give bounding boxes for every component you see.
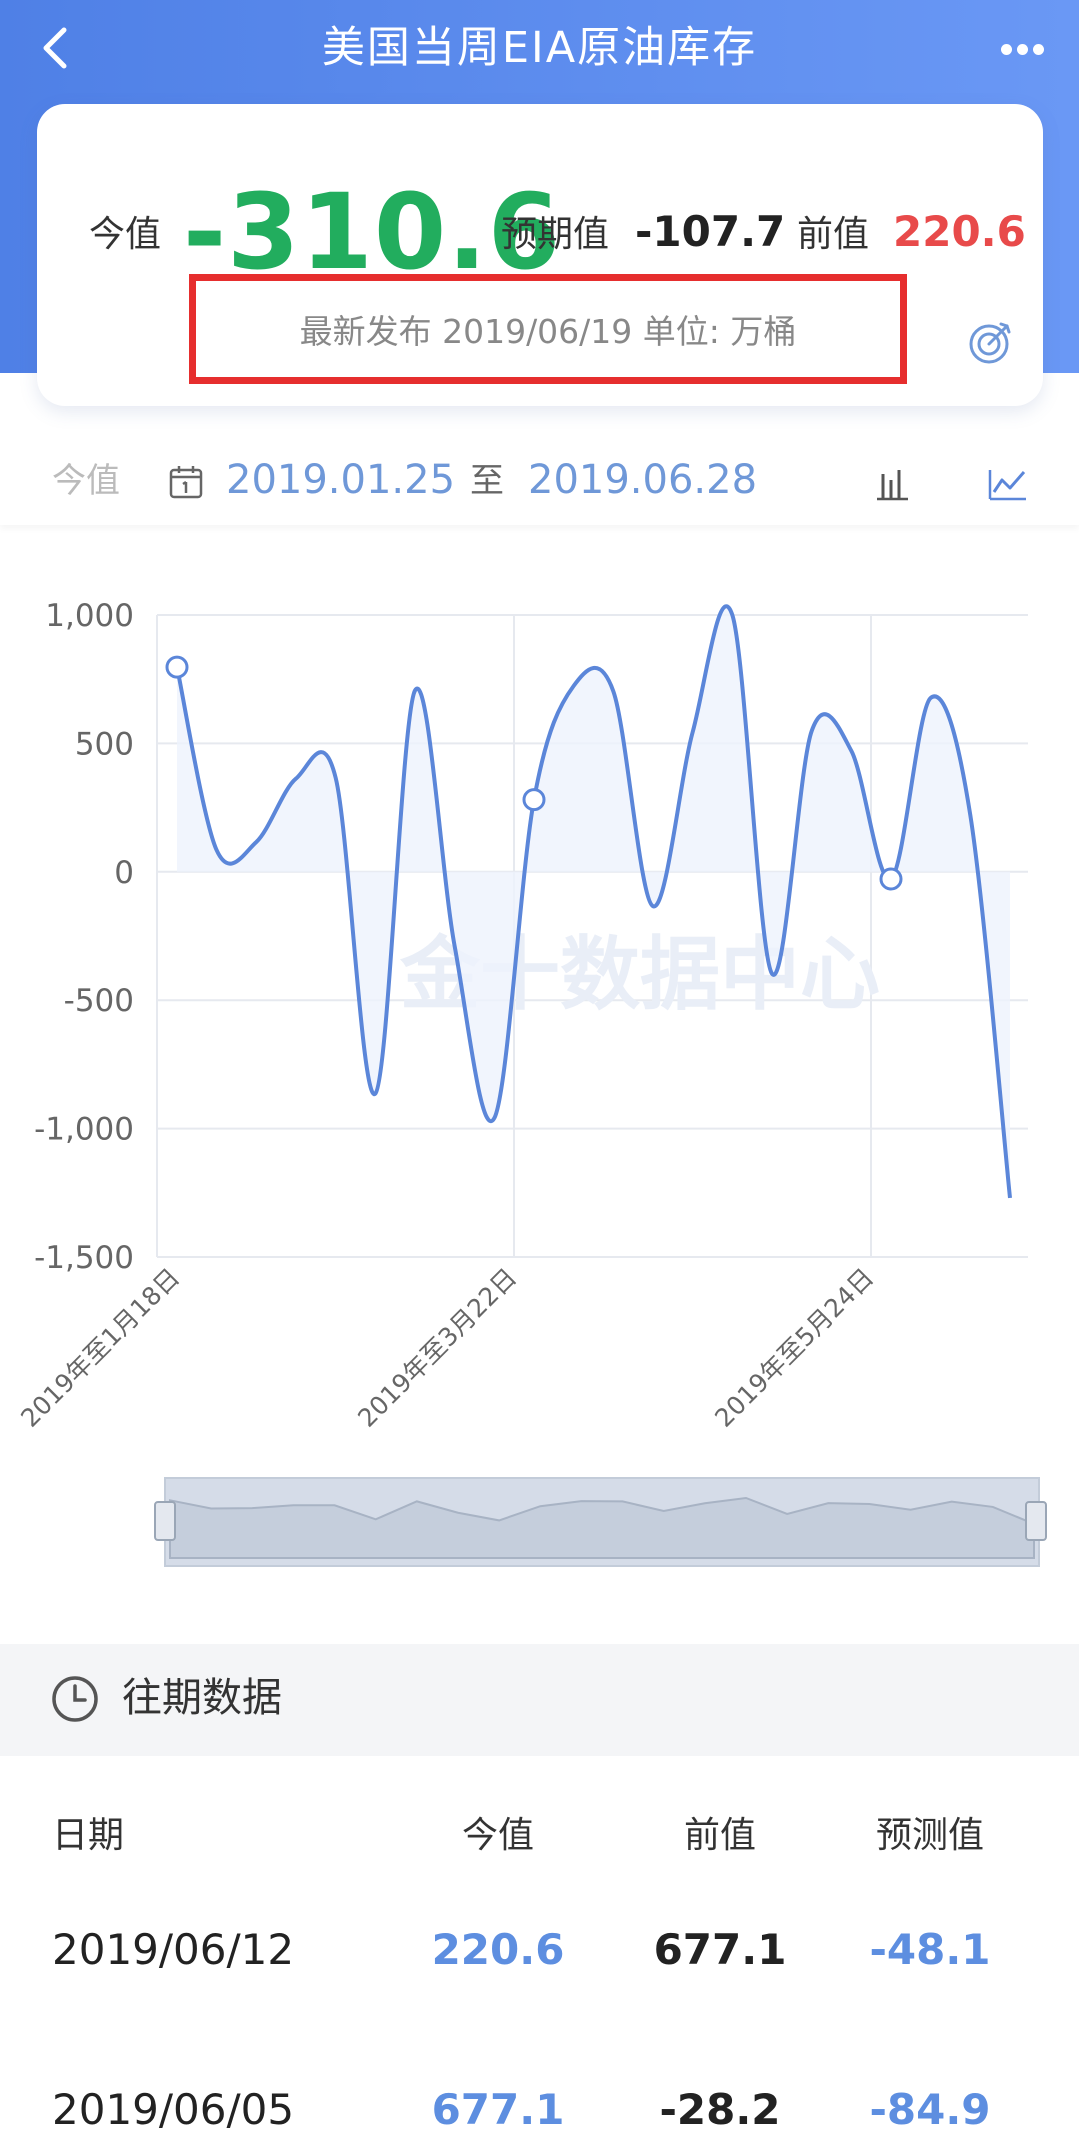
- row-current: 220.6: [431, 1925, 565, 1974]
- nav-bar: 美国当周EIA原油库存: [0, 0, 1079, 96]
- row-current: 677.1: [431, 2085, 565, 2134]
- chevron-left-icon[interactable]: [36, 20, 86, 76]
- y-tick-label: -500: [64, 983, 134, 1019]
- date-to[interactable]: 2019.06.28: [528, 457, 758, 503]
- table-row[interactable]: 2019/06/05 677.1 -28.2 -84.9: [0, 2078, 1079, 2140]
- expected-label: 预期值: [501, 214, 610, 255]
- expected-value: -107.7: [635, 207, 786, 256]
- y-tick-label: 500: [75, 726, 134, 762]
- target-icon[interactable]: [967, 318, 1015, 366]
- date-from[interactable]: 2019.01.25: [226, 457, 456, 503]
- current-value: -310.6: [183, 171, 562, 293]
- calendar-icon[interactable]: [168, 464, 204, 500]
- y-tick-label: -1,500: [34, 1240, 134, 1276]
- date-separator: 至: [470, 461, 504, 501]
- row-previous: 677.1: [653, 1925, 787, 1974]
- row-previous: -28.2: [659, 2085, 781, 2134]
- previous-label: 前值: [797, 214, 870, 255]
- y-tick-label: 1,000: [45, 598, 134, 634]
- y-tick-label: -1,000: [34, 1112, 134, 1148]
- x-tick-label: 2019年至3月22日: [352, 1263, 522, 1433]
- row-forecast: -84.9: [869, 2085, 991, 2134]
- row-date: 2019/06/05: [52, 2085, 295, 2134]
- history-section-header: 往期数据: [0, 1644, 1079, 1756]
- y-tick-label: 0: [114, 855, 134, 891]
- previous-value: 220.6: [893, 207, 1026, 256]
- row-date: 2019/06/12: [52, 1925, 295, 1974]
- more-dots-icon[interactable]: [995, 24, 1051, 72]
- col-forecast: 预测值: [875, 1815, 985, 1856]
- x-tick-label: 2019年至1月18日: [15, 1263, 185, 1433]
- value-summary-card: 今值 -310.6 预期值 -107.7 前值 220.6 最新发布 2019/…: [37, 104, 1043, 406]
- col-previous: 前值: [683, 1815, 757, 1856]
- col-date: 日期: [52, 1815, 125, 1856]
- bar-chart-icon[interactable]: [874, 466, 910, 502]
- history-title: 往期数据: [122, 1675, 282, 1721]
- data-point-marker: [522, 788, 546, 812]
- zoom-handle-left[interactable]: [154, 1501, 176, 1541]
- publish-info-highlight: 最新发布 2019/06/19 单位: 万桶: [189, 274, 907, 384]
- date-range-bar: 今值 2019.01.25 至 2019.06.28: [0, 430, 1079, 525]
- zoom-preview-line: [169, 1496, 1035, 1559]
- range-metric-label[interactable]: 今值: [52, 461, 120, 501]
- line-chart-icon[interactable]: [988, 466, 1028, 502]
- page-title: 美国当周EIA原油库存: [321, 23, 758, 73]
- col-current: 今值: [461, 1815, 535, 1856]
- row-forecast: -48.1: [869, 1925, 991, 1974]
- clock-icon: [50, 1674, 100, 1724]
- table-row[interactable]: 2019/06/12 220.6 677.1 -48.1: [0, 1918, 1079, 1988]
- series-line: [175, 604, 1012, 1199]
- data-point-marker: [165, 655, 189, 679]
- series-area: [177, 606, 1010, 1198]
- x-tick-label: 2019年至5月24日: [709, 1263, 879, 1433]
- zoom-slider[interactable]: [154, 1477, 1047, 1567]
- current-label: 今值: [89, 214, 162, 255]
- zoom-handle-right[interactable]: [1025, 1501, 1047, 1541]
- publish-info: 最新发布 2019/06/19 单位: 万桶: [299, 312, 797, 351]
- data-point-marker: [879, 867, 903, 891]
- history-table-header: 日期 今值 前值 预测值: [0, 1808, 1079, 1868]
